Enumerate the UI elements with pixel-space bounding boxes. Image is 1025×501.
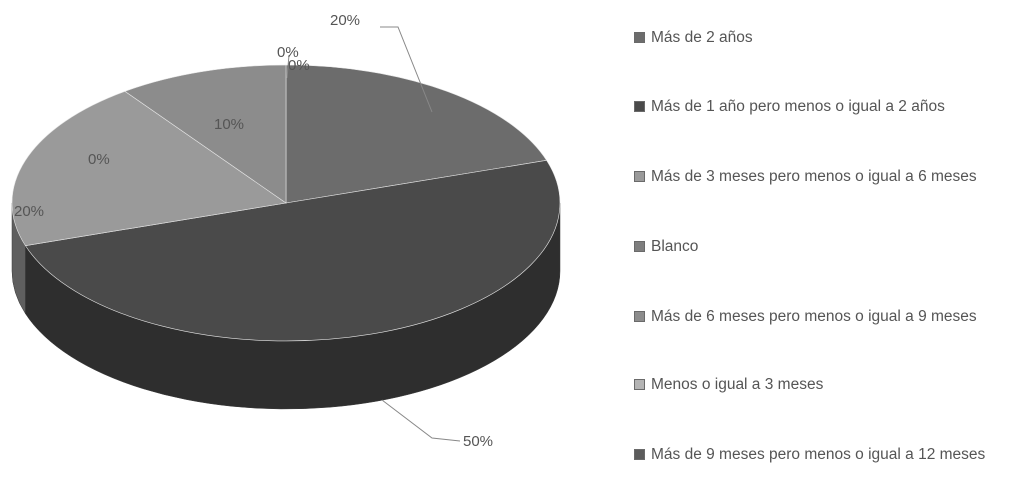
leader-line-0 (380, 26, 433, 113)
legend-item: Más de 9 meses pero menos o igual a 12 m… (634, 443, 1019, 466)
legend-label: Más de 6 meses pero menos o igual a 9 me… (651, 308, 977, 325)
data-label-1: 50% (463, 433, 493, 450)
legend-item: Blanco (634, 235, 1019, 258)
legend-swatch (634, 449, 645, 460)
pie-slice-4 (124, 64, 287, 204)
legend-item: Menos o igual a 3 meses (634, 373, 1019, 396)
pie-slice-0 (285, 64, 548, 204)
leader-line-5 (286, 54, 290, 79)
leader-line-1 (381, 399, 461, 442)
pie-slice-2 (11, 91, 287, 246)
pie-chart: 20%50%20%0%10%0%0% (11, 12, 561, 450)
leader-lines (286, 26, 461, 442)
legend-swatch (634, 101, 645, 112)
legend: Más de 2 años Más de 1 año pero menos o i… (634, 0, 1025, 501)
legend-label: Más de 1 año pero menos o igual a 2 años (651, 98, 945, 115)
legend-label: Más de 9 meses pero menos o igual a 12 m… (651, 446, 986, 463)
data-label-5: 0% (277, 44, 299, 61)
pie-slice-1 (24, 160, 561, 342)
legend-swatch (634, 311, 645, 322)
legend-item: Más de 6 meses pero menos o igual a 9 me… (634, 305, 1019, 328)
legend-swatch (634, 32, 645, 43)
legend-label: Blanco (651, 238, 699, 255)
data-label-2: 20% (14, 203, 44, 220)
legend-swatch (634, 379, 645, 390)
legend-swatch (634, 241, 645, 252)
legend-label: Más de 2 años (651, 29, 753, 46)
legend-swatch (634, 171, 645, 182)
legend-item: Más de 1 año pero menos o igual a 2 años (634, 95, 1019, 118)
data-labels: 20%50%20%0%10%0%0% (14, 12, 493, 450)
data-label-3: 0% (88, 151, 110, 168)
data-label-4: 10% (214, 116, 244, 133)
data-label-6: 0% (288, 57, 310, 74)
data-label-0: 20% (330, 12, 360, 29)
legend-item: Más de 2 años (634, 26, 1019, 49)
legend-label: Menos o igual a 3 meses (651, 376, 824, 393)
legend-item: Más de 3 meses pero menos o igual a 6 me… (634, 165, 1019, 188)
pie-top-group (11, 64, 561, 342)
legend-label: Más de 3 meses pero menos o igual a 6 me… (651, 168, 977, 185)
